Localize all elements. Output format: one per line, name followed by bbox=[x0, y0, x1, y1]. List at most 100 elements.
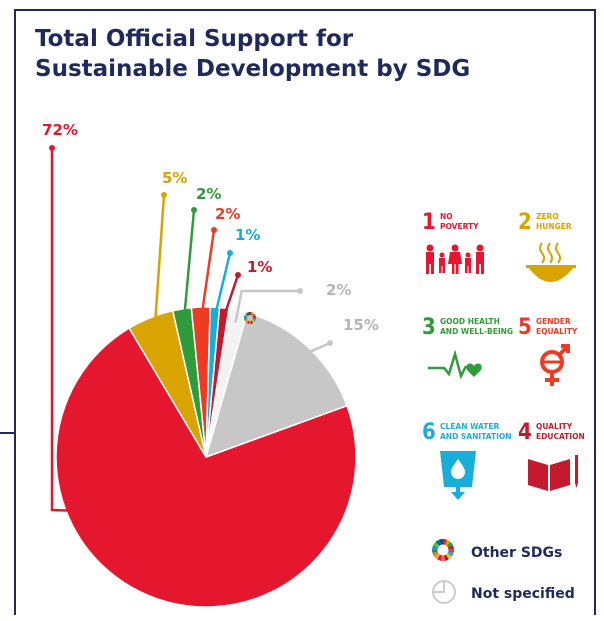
leader-dot bbox=[191, 207, 197, 213]
wheel-segment bbox=[444, 539, 451, 546]
leader-line bbox=[221, 274, 240, 321]
sdg-line1: ZERO bbox=[536, 212, 559, 221]
wheel-segment bbox=[244, 313, 248, 317]
leader-dot bbox=[297, 288, 303, 294]
water-glass-icon bbox=[440, 451, 476, 500]
sdg-line2: AND WELL-BEING bbox=[440, 327, 513, 336]
value-label: 15% bbox=[343, 316, 379, 334]
wheel-segment bbox=[435, 539, 442, 546]
wheel-segment bbox=[433, 541, 440, 548]
legend-item-other-sdgs: Other SDGs bbox=[432, 539, 562, 561]
wheel-segment bbox=[243, 317, 248, 320]
sdg-line2: POVERTY bbox=[440, 222, 479, 231]
pie-slice bbox=[55, 327, 357, 608]
wheel-segment bbox=[244, 318, 248, 322]
wheel-segment bbox=[251, 312, 255, 316]
chart-title: Total Official Support for Sustainable D… bbox=[35, 24, 470, 84]
leader-line bbox=[153, 194, 166, 329]
leader-dot bbox=[49, 145, 55, 151]
wheel-segment bbox=[444, 554, 449, 561]
wheel-segment bbox=[432, 545, 439, 550]
wheel-segment bbox=[445, 553, 452, 560]
wheel-segment bbox=[446, 541, 453, 548]
sdg-line1: CLEAN WATER bbox=[440, 422, 499, 431]
sdg-number: 5 bbox=[518, 315, 532, 340]
sdg-number: 1 bbox=[422, 210, 436, 235]
wheel-segment bbox=[432, 551, 439, 557]
value-label: 2% bbox=[326, 281, 351, 299]
value-label: 1% bbox=[235, 226, 260, 244]
leader-dot bbox=[211, 227, 217, 233]
value-labels: 72% 5% 2% 2% 1% 1% 2% 15% bbox=[42, 121, 379, 334]
side-tick bbox=[0, 432, 14, 434]
wheel-segment bbox=[245, 319, 249, 324]
value-label: 2% bbox=[215, 205, 240, 223]
wheel-segment bbox=[437, 554, 442, 561]
sdg-tile-6: 6 CLEAN WATER AND SANITATION bbox=[422, 420, 512, 500]
wheel-segment bbox=[246, 320, 250, 324]
sdg-tile-2: 2 ZERO HUNGER bbox=[518, 210, 576, 282]
leader-dot bbox=[161, 192, 167, 198]
sdg-tile-3: 3 GOOD HEALTH AND WELL-BEING bbox=[422, 315, 513, 380]
leader-line bbox=[212, 252, 232, 320]
sdg-number: 4 bbox=[518, 420, 532, 445]
legend-item-not-specified: Not specified bbox=[432, 580, 575, 604]
family-icon bbox=[426, 244, 484, 274]
legend: Other SDGs Not specified bbox=[432, 539, 575, 604]
sdg-line1: QUALITY bbox=[536, 422, 573, 431]
sdg-line2: EQUALITY bbox=[536, 327, 578, 336]
pie-slice bbox=[204, 311, 348, 459]
sdg-tile-5: 5 GENDER EQUALITY bbox=[518, 315, 578, 386]
wheel-segment bbox=[252, 318, 256, 322]
wheel-segment bbox=[447, 551, 454, 557]
title-line-1: Total Official Support for bbox=[35, 26, 354, 52]
value-label: 72% bbox=[42, 121, 78, 139]
sdg-line2: AND SANITATION bbox=[440, 432, 512, 441]
sdg-number: 3 bbox=[422, 315, 436, 340]
book-icon bbox=[528, 455, 578, 491]
gender-icon bbox=[540, 344, 570, 386]
legend-label: Not specified bbox=[471, 586, 575, 602]
sdg-wheel-marker-icon bbox=[243, 312, 256, 324]
wheel-segment bbox=[251, 319, 255, 324]
sdg-tile-1: 1 NO POVERTY bbox=[422, 210, 484, 274]
wheel-segment bbox=[252, 313, 256, 317]
sdg-number: 6 bbox=[422, 420, 436, 445]
sdg-line2: HUNGER bbox=[536, 222, 572, 231]
leader-line bbox=[199, 229, 216, 320]
value-label: 1% bbox=[247, 258, 272, 276]
pie-slices bbox=[55, 306, 357, 608]
value-label: 2% bbox=[196, 185, 221, 203]
sdg-tile-4: 4 QUALITY EDUCATION bbox=[518, 420, 585, 491]
sdg-wheel-icon bbox=[432, 539, 455, 561]
sdg-line1: GOOD HEALTH bbox=[440, 317, 500, 326]
sdg-line1: NO bbox=[440, 212, 453, 221]
wheel-segment bbox=[443, 539, 447, 545]
wheel-segment bbox=[447, 545, 454, 550]
heartbeat-icon bbox=[428, 349, 482, 380]
wheel-segment bbox=[252, 315, 256, 318]
wheel-segment bbox=[244, 315, 248, 318]
wheel-segment bbox=[248, 320, 252, 324]
sdg-tiles: 1 NO POVERTY 2 ZERO HUNGER bbox=[422, 210, 585, 500]
legend-label: Other SDGs bbox=[471, 545, 562, 561]
wheel-segment bbox=[250, 320, 254, 324]
wheel-segment bbox=[250, 312, 253, 316]
sdg-line1: GENDER bbox=[536, 317, 571, 326]
leader-dot bbox=[235, 272, 241, 278]
sdg-number: 2 bbox=[518, 210, 532, 235]
wheel-segment bbox=[247, 312, 250, 316]
empty-pie-icon bbox=[432, 580, 456, 604]
wheel-segment bbox=[252, 317, 256, 320]
value-label: 5% bbox=[162, 169, 187, 187]
leader-line bbox=[234, 289, 300, 323]
leader-line bbox=[182, 209, 196, 321]
leader-lines bbox=[49, 145, 333, 514]
wheel-segment bbox=[432, 548, 438, 554]
leader-dot bbox=[227, 250, 233, 256]
sdg-line2: EDUCATION bbox=[536, 432, 585, 441]
leader-dot bbox=[327, 340, 333, 346]
title-line-2: Sustainable Development by SDG bbox=[35, 56, 471, 82]
leader-line bbox=[50, 148, 117, 514]
